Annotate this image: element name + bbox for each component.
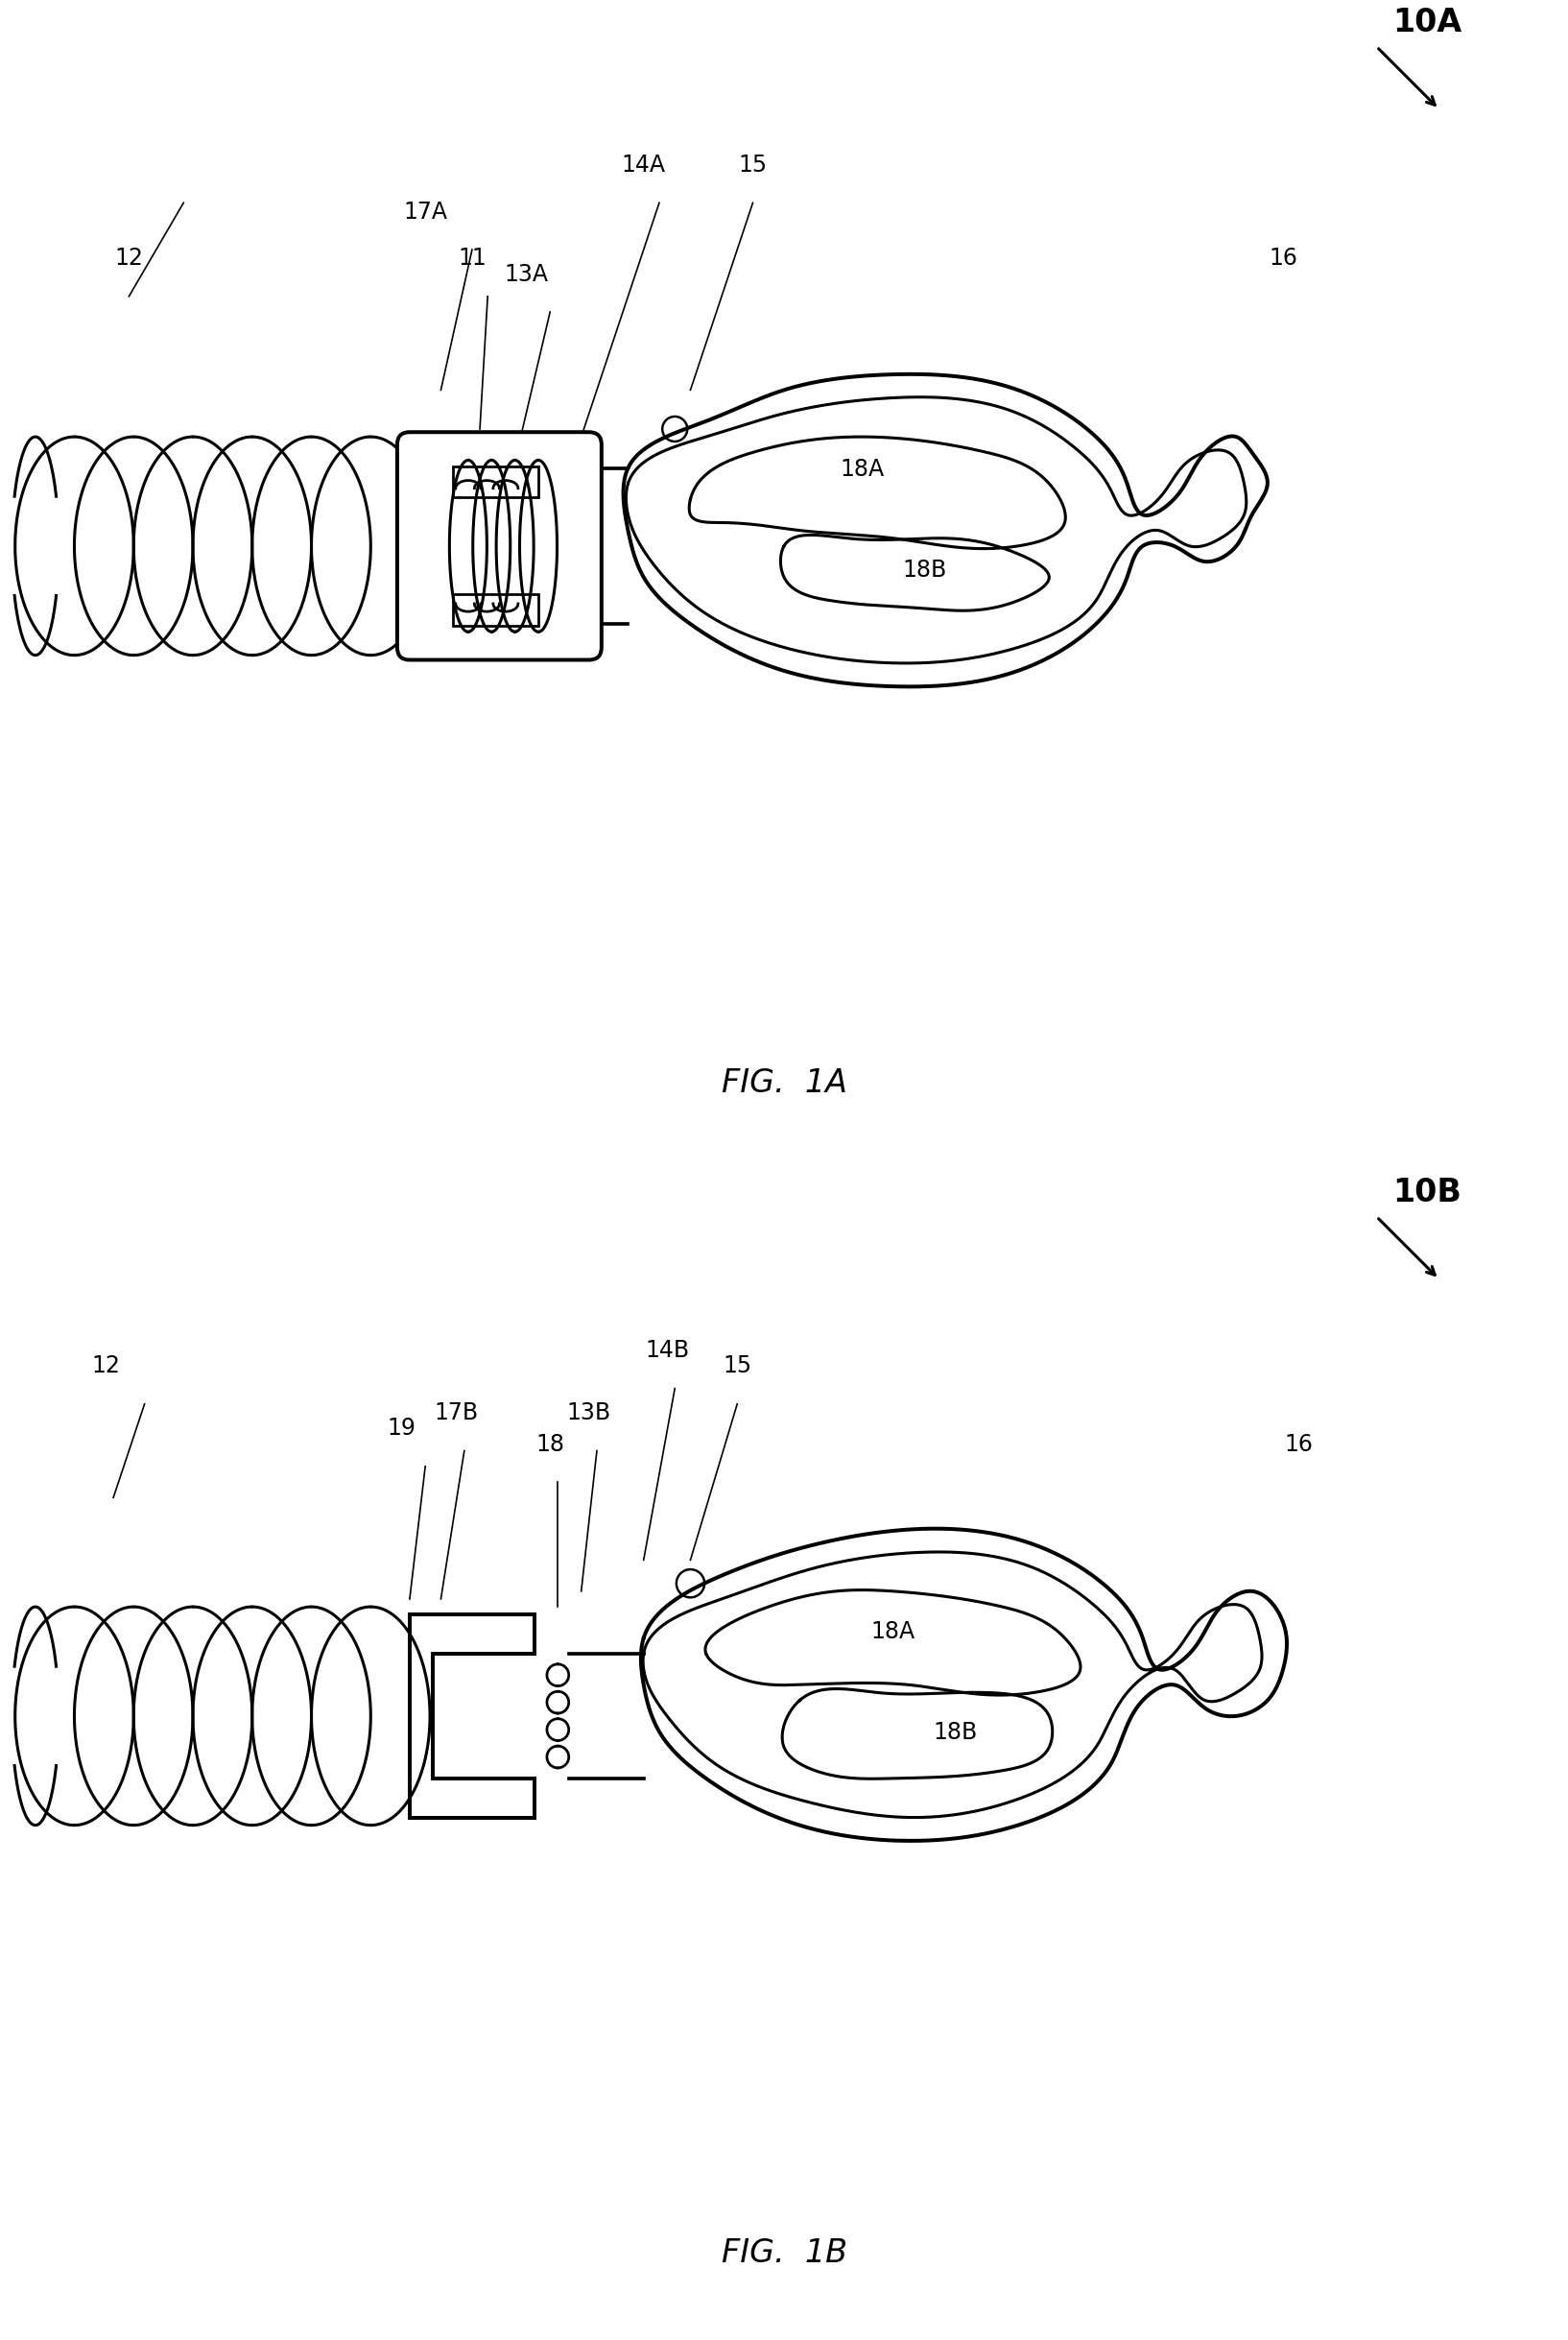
- Text: 19: 19: [387, 1418, 416, 1439]
- Text: 15: 15: [739, 154, 767, 176]
- Text: FIG.  1B: FIG. 1B: [721, 2237, 847, 2270]
- Text: 10B: 10B: [1392, 1177, 1461, 1207]
- Text: 17A: 17A: [403, 201, 447, 222]
- Text: 10A: 10A: [1392, 7, 1461, 37]
- FancyBboxPatch shape: [397, 433, 602, 660]
- Text: 16: 16: [1269, 248, 1297, 269]
- Bar: [453, 594, 538, 625]
- Text: 18B: 18B: [902, 559, 947, 583]
- Text: 11: 11: [458, 248, 486, 269]
- Text: FIG.  1A: FIG. 1A: [721, 1067, 847, 1100]
- Text: 18B: 18B: [933, 1722, 978, 1743]
- Text: 13A: 13A: [505, 262, 549, 285]
- Bar: [453, 466, 538, 498]
- Text: 17B: 17B: [434, 1402, 478, 1425]
- Text: 14B: 14B: [644, 1338, 690, 1362]
- Text: 12: 12: [114, 248, 143, 269]
- Text: 18: 18: [536, 1432, 564, 1455]
- Text: 18A: 18A: [872, 1619, 916, 1643]
- Text: 13B: 13B: [568, 1402, 612, 1425]
- Text: 14A: 14A: [621, 154, 666, 176]
- Text: 18A: 18A: [840, 459, 884, 480]
- Text: 15: 15: [723, 1355, 751, 1378]
- Text: 16: 16: [1284, 1432, 1312, 1455]
- Text: 12: 12: [91, 1355, 119, 1378]
